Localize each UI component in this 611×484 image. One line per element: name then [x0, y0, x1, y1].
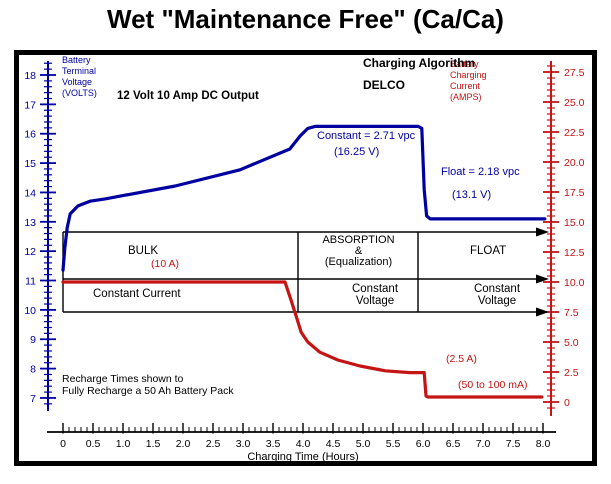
x-axis-tick-label: 2.0: [176, 438, 191, 450]
phase-absorption-title: ABSORPTION & (Equalization): [299, 234, 418, 269]
recharge-note-line: Fully Recharge a 50 Ah Battery Pack: [62, 384, 234, 397]
left-axis-tick-label: 8: [30, 364, 36, 376]
phase-absorption-title-line: (Equalization): [324, 256, 393, 269]
constant-voltage-annotation: Constant = 2.71 vpc: [317, 130, 416, 142]
constant-voltage-value: (16.25 V): [334, 146, 380, 158]
x-axis-tick-label: 5.5: [386, 438, 401, 450]
x-axis-title: Charging Time (Hours): [247, 451, 359, 463]
x-axis-tick-label: 7.0: [476, 438, 491, 450]
phase-float-mode-line: Constant: [473, 283, 521, 295]
battery-charging-current-curve: [61, 280, 544, 399]
left-axis-tick-label: 14: [24, 187, 36, 199]
x-axis-tick-label: 6.5: [446, 438, 461, 450]
phase-absorption-mode-line: Voltage: [355, 294, 395, 307]
x-axis-tick-label: 2.5: [206, 438, 221, 450]
right-axis-tick-label: 0: [564, 397, 570, 409]
left-axis-title-line: (VOLTS): [62, 88, 97, 98]
left-axis-tick-label: 10: [24, 305, 36, 317]
x-axis-tick-label: 4.0: [296, 438, 311, 450]
x-axis-tick-label: 1.5: [146, 438, 161, 450]
phase-float-title: FLOAT: [470, 245, 507, 257]
battery-terminal-voltage-curve: [61, 124, 547, 272]
x-axis-tick-label: 7.5: [506, 438, 521, 450]
left-axis-title: Battery Terminal Voltage (VOLTS): [62, 55, 97, 99]
phase-absorption-mode: Constant Voltage: [344, 283, 406, 307]
right-axis-tick-label: 7.5: [564, 307, 579, 319]
x-axis-tick-label: 3.5: [266, 438, 281, 450]
left-axis-tick-label: 7: [30, 393, 36, 405]
right-axis-tick-label: 10.0: [564, 277, 585, 289]
phase-bulk-mode: Constant Current: [93, 288, 181, 300]
right-axis-title: Battery Charging Current (AMPS): [450, 59, 487, 103]
right-axis-tick-label: 25.0: [564, 97, 585, 109]
left-axis-title-line: Terminal: [62, 66, 97, 76]
phase-bulk-title: BULK: [128, 245, 159, 257]
float-voltage-value: (13.1 V): [452, 189, 492, 201]
left-axis-tick-label: 18: [24, 70, 36, 82]
left-axis-title-line: Battery: [62, 55, 91, 65]
absorption-current-annotation: (2.5 A): [446, 353, 477, 365]
phase-absorption-title-line: &: [354, 245, 363, 258]
page-title: Wet "Maintenance Free" (Ca/Ca): [107, 4, 504, 34]
algorithm-name-label: DELCO: [363, 78, 405, 92]
left-axis-tick-label: 15: [24, 158, 36, 170]
right-axis-tick-label: 5.0: [564, 337, 579, 349]
left-axis-title-line: Voltage: [62, 77, 93, 87]
phase-absorption-mode-line: Constant: [351, 283, 399, 295]
right-axis-title-line: Battery: [450, 59, 479, 69]
right-axis-tick-label: 2.5: [564, 367, 579, 379]
x-axis-tick-label: 6.0: [416, 438, 431, 450]
phase-float-mode-line: Voltage: [477, 294, 517, 307]
right-axis-title-line: (AMPS): [450, 92, 482, 102]
left-axis-tick-label: 13: [24, 217, 36, 229]
x-axis-tick-label: 4.5: [326, 438, 341, 450]
phase-float-mode: Constant Voltage: [466, 283, 528, 307]
float-current-annotation: (50 to 100 mA): [458, 379, 528, 391]
right-axis-tick-label: 27.5: [564, 67, 585, 79]
left-axis-tick-label: 11: [25, 276, 36, 288]
arrow-right-icon: [536, 307, 549, 317]
x-axis-tick-label: 1.0: [116, 438, 131, 450]
right-axis-tick-label: 15.0: [564, 217, 585, 229]
x-axis-tick-label: 8.0: [536, 438, 551, 450]
left-axis-tick-label: 17: [24, 99, 36, 111]
recharge-note: Recharge Times shown to Fully Recharge a…: [62, 373, 234, 397]
x-axis-tick-label: 0: [60, 438, 66, 450]
right-axis-tick-label: 12.5: [564, 247, 585, 259]
left-axis-tick-label: 16: [24, 129, 36, 141]
left-axis-tick-label: 12: [24, 246, 36, 258]
arrow-right-icon: [536, 274, 549, 284]
float-voltage-annotation: Float = 2.18 vpc: [441, 166, 520, 178]
right-axis-tick-label: 17.5: [564, 187, 585, 199]
right-axis-tick-label: 22.5: [564, 127, 585, 139]
bulk-current-annotation: (10 A): [151, 258, 180, 270]
right-axis-title-line: Current: [450, 81, 481, 91]
x-axis-tick-label: 0.5: [86, 438, 101, 450]
x-axis-tick-label: 5.0: [356, 438, 371, 450]
charging-algorithm-label: Charging Algorithm: [363, 56, 476, 70]
left-axis-tick-label: 9: [30, 334, 36, 346]
right-axis-tick-label: 20.0: [564, 157, 585, 169]
x-axis-tick-label: 3.0: [236, 438, 251, 450]
output-spec-label: 12 Volt 10 Amp DC Output: [117, 90, 259, 102]
right-axis-title-line: Charging: [450, 70, 487, 80]
recharge-note-line: Recharge Times shown to: [62, 373, 184, 385]
arrow-right-icon: [536, 227, 549, 237]
phase-absorption-title-line: ABSORPTION: [322, 234, 395, 246]
